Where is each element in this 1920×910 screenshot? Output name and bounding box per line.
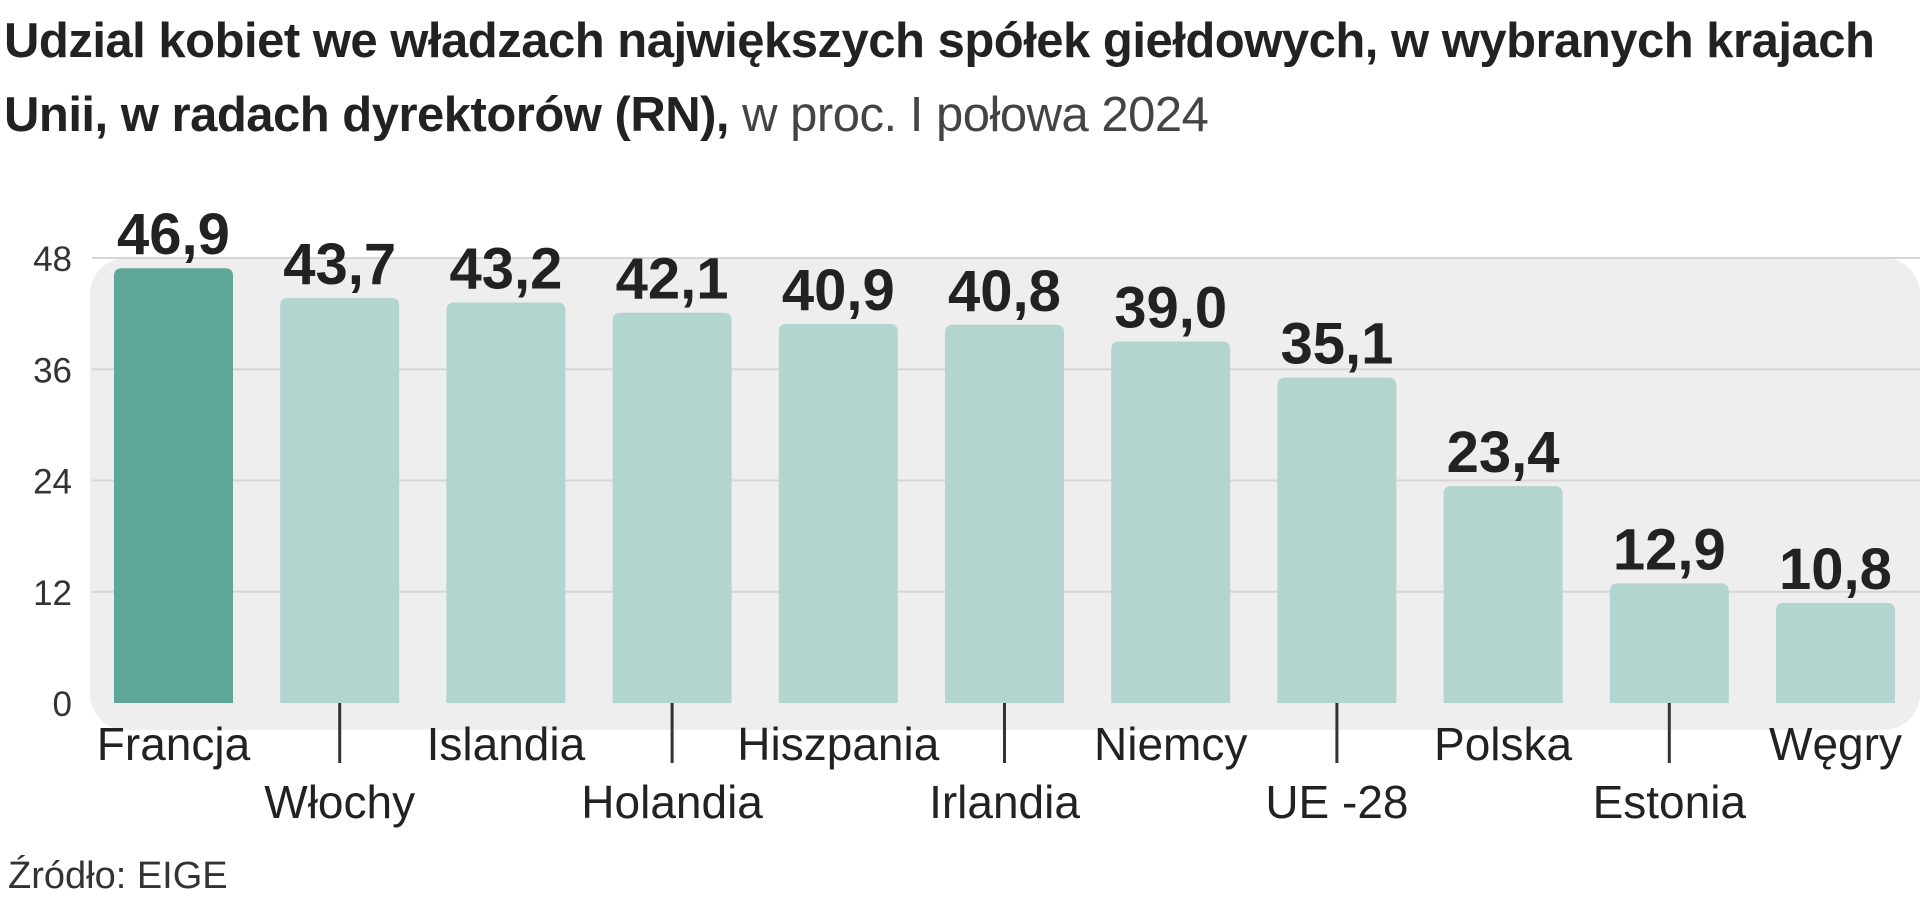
x-tick-label: Irlandia — [929, 776, 1080, 828]
bar — [446, 302, 566, 703]
bar — [612, 312, 732, 703]
source-note: Źródło: EIGE — [8, 855, 228, 897]
data-label: 42,1 — [616, 247, 729, 312]
bar — [1277, 377, 1397, 703]
bar — [1111, 341, 1231, 703]
chart-title: Udzial kobiet we władzach największych s… — [4, 4, 1914, 152]
bar — [778, 323, 898, 703]
data-label: 10,8 — [1779, 537, 1892, 602]
y-tick-label: 0 — [53, 685, 72, 724]
bar — [114, 268, 233, 703]
bar — [1776, 602, 1895, 703]
data-label: 39,0 — [1114, 275, 1227, 340]
bar — [280, 297, 400, 703]
x-tick-label: Hiszpania — [737, 718, 939, 770]
x-tick-label: Niemcy — [1094, 718, 1247, 770]
y-tick-label: 48 — [33, 240, 72, 279]
bar — [945, 324, 1064, 703]
x-tick-label: Islandia — [427, 718, 586, 770]
x-tick-label: Włochy — [264, 776, 415, 828]
x-tick-label: Francja — [97, 718, 251, 770]
x-tick-label: Holandia — [581, 776, 763, 828]
data-label: 46,9 — [117, 202, 230, 267]
data-label: 35,1 — [1280, 312, 1393, 377]
data-label: 40,9 — [782, 258, 895, 323]
y-tick-label: 36 — [33, 351, 72, 390]
y-tick-label: 12 — [33, 574, 72, 613]
chart-title-unit: w proc. I połowa 2024 — [729, 88, 1209, 142]
x-tick-label: Węgry — [1769, 718, 1902, 770]
data-label: 12,9 — [1613, 517, 1726, 582]
data-label: 43,7 — [283, 232, 396, 297]
data-label: 23,4 — [1447, 420, 1560, 485]
x-tick-label: UE -28 — [1265, 776, 1408, 828]
bar — [1443, 486, 1563, 703]
x-tick-label: Polska — [1434, 718, 1572, 770]
bar — [1609, 583, 1729, 703]
bar-chart: 0 12 24 36 48 46,9 43,7 43,2 42,1 40,9 40,8 39,0 35,… — [33, 202, 1920, 828]
data-label: 43,2 — [449, 237, 562, 302]
x-tick-label: Estonia — [1593, 776, 1747, 828]
chart-title-main: Udzial kobiet we władzach największych s… — [4, 14, 1875, 142]
y-tick-label: 24 — [33, 463, 72, 502]
data-label: 40,8 — [948, 259, 1061, 324]
